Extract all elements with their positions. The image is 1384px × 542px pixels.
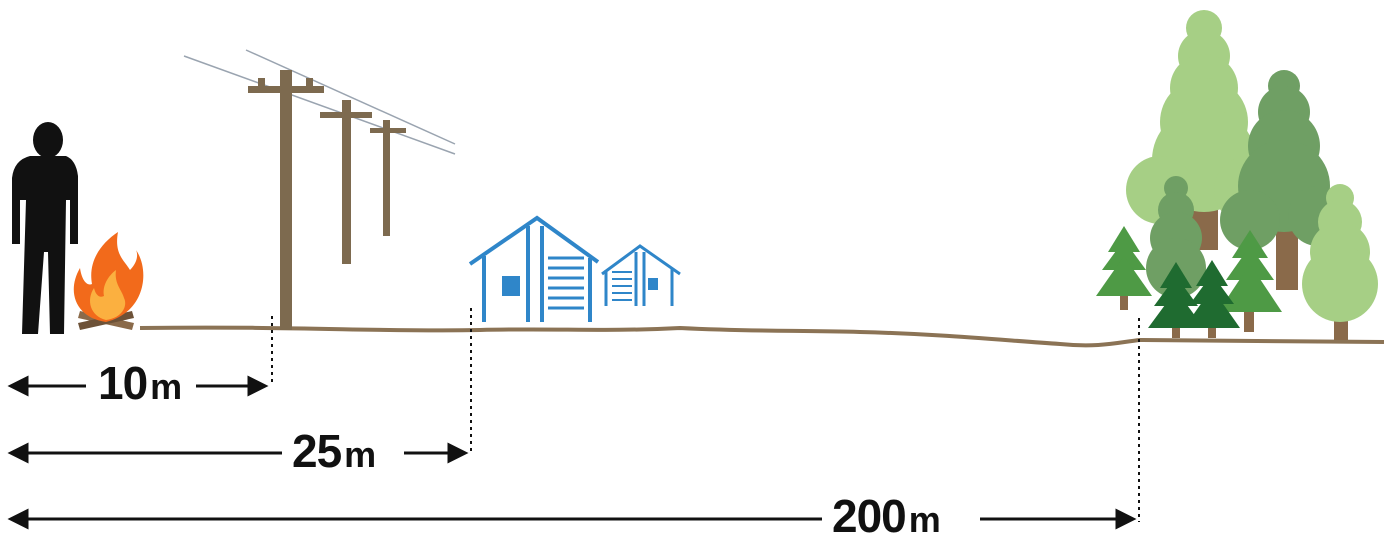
distance-value: 200 [832,490,907,542]
distance-value: 25 [292,425,342,477]
distance-unit: m [344,434,377,475]
distance-markers [271,308,1140,522]
distance-label-10m: 10m [98,360,182,406]
utility-pole-middle [320,100,372,264]
ground-line [139,325,1384,348]
distance-label-200m: 200m [832,493,941,539]
forest-icon [1096,10,1378,340]
large-house-icon [468,215,600,322]
distance-unit: m [908,499,941,540]
distance-arrows [7,375,1137,530]
utility-pole-near [248,70,324,330]
power-lines [183,49,456,155]
campfire-icon [73,232,144,330]
distance-label-25m: 25m [292,428,376,474]
distance-unit: m [150,366,183,407]
pine-dark-1 [1148,262,1204,338]
tree-light-front [1302,184,1378,340]
person-icon [12,122,78,334]
pine-dark-2 [1184,260,1240,338]
utility-pole-far [370,120,406,236]
distance-value: 10 [98,357,148,409]
pine-green-right [1218,230,1282,332]
tree-mid-tall [1220,70,1348,290]
small-house-icon [601,244,681,306]
pine-green-left [1096,226,1152,310]
